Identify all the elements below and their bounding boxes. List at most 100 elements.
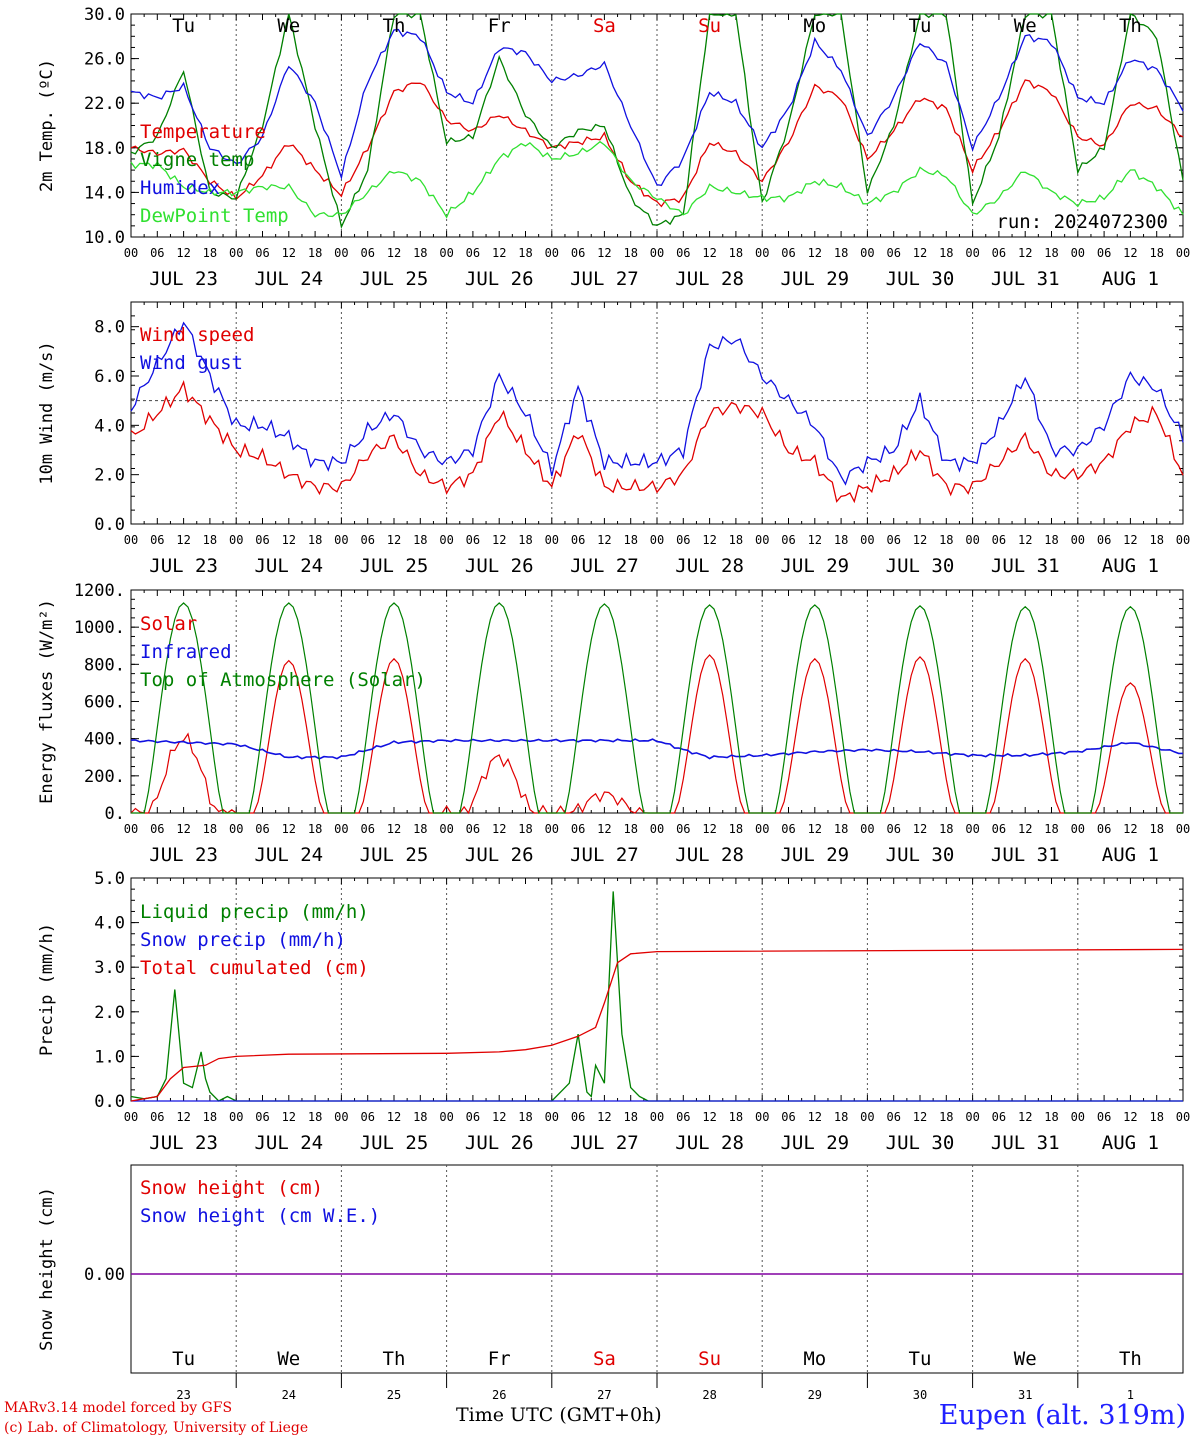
date-label: JUL 30 (886, 844, 955, 866)
date-label: AUG 1 (1102, 555, 1159, 577)
hour-tick-label: 18 (729, 822, 743, 836)
hour-tick-label: 00 (439, 533, 453, 547)
hour-tick-label: 18 (834, 246, 848, 260)
hour-tick-label: 06 (571, 533, 585, 547)
hour-tick-label: 06 (886, 246, 900, 260)
hour-tick-label: 06 (781, 246, 795, 260)
y-tick-label: 2.0 (94, 466, 125, 486)
hour-tick-label: 00 (439, 1110, 453, 1124)
hour-tick-label: 12 (492, 246, 506, 260)
hour-tick-label: 00 (965, 1110, 979, 1124)
hour-tick-label: 00 (965, 822, 979, 836)
legend-entry: Liquid precip (mm/h) (140, 901, 369, 923)
date-label: JUL 25 (360, 1132, 429, 1154)
hour-tick-label: 12 (1123, 246, 1137, 260)
hour-tick-label: 12 (387, 1110, 401, 1124)
date-number: 26 (492, 1388, 506, 1402)
y-tick-label: 600. (84, 693, 125, 713)
y-tick-label: 14.0 (84, 183, 125, 203)
hour-tick-label: 12 (282, 246, 296, 260)
hour-tick-label: 00 (1176, 822, 1190, 836)
y-tick-label: 0.0 (94, 515, 125, 535)
hour-tick-label: 00 (755, 246, 769, 260)
date-label: JUL 31 (991, 268, 1060, 290)
y-tick-label: 400. (84, 730, 125, 750)
hour-tick-label: 06 (360, 822, 374, 836)
hour-tick-label: 00 (545, 822, 559, 836)
hour-tick-label: 06 (886, 533, 900, 547)
hour-tick-label: 00 (334, 246, 348, 260)
hour-tick-label: 18 (1149, 822, 1163, 836)
hour-tick-label: 12 (597, 246, 611, 260)
hour-tick-label: 00 (1176, 533, 1190, 547)
y-axis-label: Precip (mm/h) (37, 923, 57, 1056)
hour-tick-label: 12 (913, 822, 927, 836)
hour-tick-label: 06 (150, 1110, 164, 1124)
date-label: JUL 31 (991, 555, 1060, 577)
date-number: 25 (387, 1388, 401, 1402)
hour-tick-label: 18 (834, 822, 848, 836)
y-tick-label: 22.0 (84, 94, 125, 114)
hour-tick-label: 18 (413, 822, 427, 836)
hour-tick-label: 06 (1097, 246, 1111, 260)
date-label: JUL 26 (465, 555, 534, 577)
hour-tick-label: 00 (124, 246, 138, 260)
day-name-top: Mo (803, 15, 826, 37)
hour-tick-label: 12 (492, 533, 506, 547)
day-name-bottom: Sa (593, 1348, 616, 1370)
hour-tick-label: 12 (387, 822, 401, 836)
hour-tick-label: 00 (965, 533, 979, 547)
y-tick-label: 6.0 (94, 367, 125, 387)
hour-tick-label: 06 (571, 822, 585, 836)
legend-entry: Snow height (cm) (140, 1177, 323, 1199)
hour-tick-label: 12 (702, 822, 716, 836)
hour-tick-label: 00 (124, 533, 138, 547)
date-label: JUL 26 (465, 844, 534, 866)
y-tick-label: 0. (105, 804, 125, 824)
day-name-bottom: Th (383, 1348, 406, 1370)
hour-tick-label: 18 (939, 533, 953, 547)
hour-tick-label: 06 (676, 822, 690, 836)
hour-tick-label: 06 (676, 246, 690, 260)
date-label: JUL 29 (780, 555, 849, 577)
hour-tick-label: 06 (1097, 822, 1111, 836)
day-name-top: We (277, 15, 300, 37)
hour-tick-label: 12 (1018, 1110, 1032, 1124)
hour-tick-label: 18 (203, 246, 217, 260)
x-axis-title: Time UTC (GMT+0h) (456, 1404, 662, 1426)
hour-tick-label: 12 (808, 533, 822, 547)
day-name-top: Sa (593, 15, 616, 37)
hour-tick-label: 00 (124, 1110, 138, 1124)
hour-tick-label: 18 (518, 246, 532, 260)
legend-entry: Wind gust (140, 352, 243, 374)
hour-tick-label: 00 (545, 246, 559, 260)
series-line-temperature (130, 79, 1184, 208)
date-label: JUL 31 (991, 1132, 1060, 1154)
hour-tick-label: 18 (1149, 246, 1163, 260)
hour-tick-label: 06 (150, 533, 164, 547)
y-tick-label: 3.0 (94, 958, 125, 978)
hour-tick-label: 06 (150, 822, 164, 836)
y-tick-label: 4.0 (94, 416, 125, 436)
hour-tick-label: 06 (886, 822, 900, 836)
series-line-top-of-atmosphere-solar- (131, 602, 1183, 814)
day-name-bottom: Fr (488, 1348, 511, 1370)
hour-tick-label: 00 (860, 533, 874, 547)
date-label: AUG 1 (1102, 844, 1159, 866)
series-line-total-cumulated-cm- (130, 948, 1184, 1102)
day-name-bottom: We (1014, 1348, 1037, 1370)
hour-tick-label: 18 (308, 533, 322, 547)
day-name-bottom: Tu (172, 1348, 195, 1370)
y-axis-label: Energy fluxes (W/m²) (37, 599, 57, 804)
hour-tick-label: 06 (1097, 533, 1111, 547)
day-name-top: Su (698, 15, 721, 37)
hour-tick-label: 18 (518, 1110, 532, 1124)
hour-tick-label: 18 (1149, 533, 1163, 547)
hour-tick-label: 06 (571, 1110, 585, 1124)
y-tick-label: 4.0 (94, 914, 125, 934)
hour-tick-label: 12 (492, 822, 506, 836)
hour-tick-label: 06 (255, 246, 269, 260)
date-label: JUL 29 (780, 268, 849, 290)
date-label: JUL 26 (465, 1132, 534, 1154)
day-name-bottom: Tu (909, 1348, 932, 1370)
